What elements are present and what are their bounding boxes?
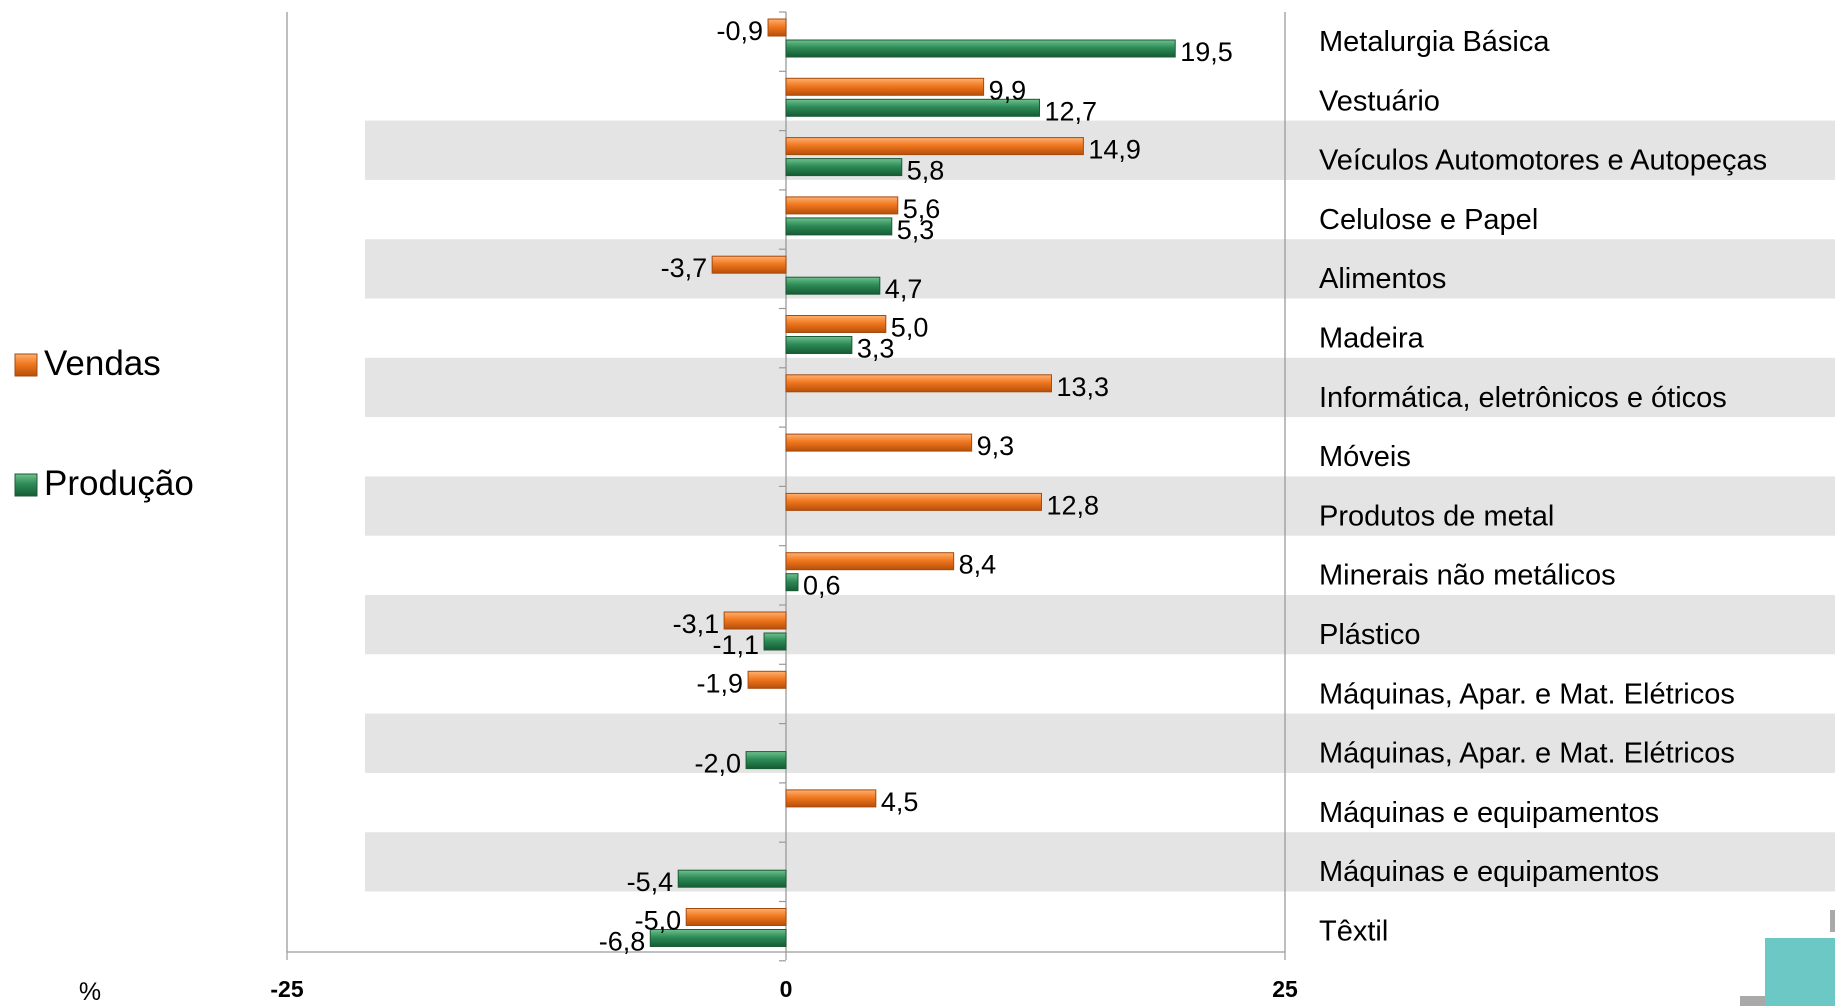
producao-bar	[785, 336, 853, 354]
category-label: Metalurgia Básica	[1319, 26, 1550, 58]
vendas-bar	[785, 789, 877, 808]
band-6	[365, 357, 1835, 418]
vendas-bar	[785, 374, 1052, 393]
data-label: 5,6	[903, 194, 941, 224]
category-label: Madeira	[1319, 323, 1425, 355]
data-label: 5,0	[891, 313, 929, 343]
data-label: 8,4	[959, 550, 997, 580]
producao-legend-label: Produção	[44, 464, 194, 503]
data-label: 12,8	[1046, 490, 1099, 520]
data-label: -3,1	[673, 609, 720, 639]
producao-bar	[785, 573, 799, 592]
vendas-bar	[747, 670, 787, 689]
x-tick-label: 0	[780, 976, 793, 1002]
producao-bar	[745, 751, 787, 770]
category-label: Produtos de metal	[1319, 500, 1554, 532]
corner-decoration	[1740, 910, 1835, 1006]
category-label: Máquinas, Apar. e Mat. Elétricos	[1319, 738, 1735, 770]
vendas-bar	[785, 552, 955, 571]
producao-bar	[763, 632, 787, 651]
producao-legend-swatch	[14, 473, 38, 497]
data-label: -1,9	[697, 668, 744, 698]
category-label: Móveis	[1319, 441, 1411, 473]
x-tick-label: 25	[1272, 976, 1298, 1002]
category-label: Celulose e Papel	[1319, 204, 1538, 236]
x-tick-label: -25	[270, 976, 303, 1002]
data-label: 4,5	[881, 787, 919, 817]
vendas-bar	[785, 492, 1042, 511]
data-label: -0,9	[717, 16, 764, 46]
band-4	[365, 239, 1835, 299]
data-label: 13,3	[1056, 372, 1109, 402]
data-label: 0,6	[803, 571, 841, 601]
producao-bar	[677, 869, 787, 888]
data-label: 12,7	[1044, 96, 1097, 126]
background-bands	[365, 120, 1835, 892]
data-label: 14,9	[1088, 135, 1141, 165]
vendas-legend-swatch	[14, 353, 38, 377]
vendas-bar	[785, 433, 973, 452]
data-label: -5,0	[635, 906, 682, 936]
data-label: 19,5	[1180, 37, 1233, 67]
producao-bar	[785, 39, 1176, 58]
data-label: 4,7	[885, 274, 923, 304]
data-label: 9,3	[977, 431, 1015, 461]
data-label: 5,3	[897, 215, 935, 245]
data-label: -3,7	[661, 253, 708, 283]
category-label: Máquinas, Apar. e Mat. Elétricos	[1319, 678, 1735, 710]
band-12	[365, 713, 1835, 773]
band-2	[365, 120, 1835, 180]
data-label: -5,4	[627, 867, 674, 897]
data-label: -2,0	[695, 749, 742, 779]
category-label: Veículos Automotores e Autopeças	[1319, 145, 1767, 177]
vendas-bar	[785, 196, 899, 215]
vendas-legend-label: Vendas	[44, 344, 161, 383]
data-label: -6,8	[599, 927, 646, 957]
vendas-bar	[723, 611, 787, 630]
band-8	[365, 476, 1835, 536]
category-label: Alimentos	[1319, 263, 1446, 295]
band-14	[365, 832, 1835, 892]
vendas-bar	[785, 137, 1084, 156]
producao-bar	[785, 217, 893, 236]
producao-bar	[785, 98, 1040, 117]
data-label: 5,8	[907, 156, 945, 186]
vendas-bar	[685, 908, 787, 926]
legend: Vendas Produção	[14, 344, 194, 503]
producao-bar	[785, 276, 881, 295]
band-10	[365, 595, 1835, 655]
data-label: -1,1	[713, 630, 760, 660]
category-label: Plástico	[1319, 619, 1421, 651]
producao-bar	[649, 929, 787, 947]
bars	[649, 18, 1176, 947]
vendas-bar	[711, 255, 787, 274]
unit-label: %	[79, 978, 101, 1006]
vendas-bar	[767, 18, 787, 37]
category-label: Máquinas e equipamentos	[1319, 856, 1659, 888]
data-label: 3,3	[857, 334, 895, 364]
category-label: Minerais não metálicos	[1319, 560, 1616, 592]
labels: Metalurgia Básica Vestuário Veículos Autom…	[599, 16, 1767, 957]
category-label: Têxtil	[1319, 916, 1388, 948]
vendas-bar	[785, 315, 887, 333]
category-label: Máquinas e equipamentos	[1319, 797, 1659, 829]
category-label: Vestuário	[1319, 85, 1440, 117]
category-label: Informática, eletrônicos e óticos	[1319, 382, 1727, 414]
vendas-bar	[785, 77, 985, 96]
data-label: 9,9	[989, 75, 1027, 105]
producao-bar	[785, 158, 903, 177]
axes: -25 0 25%	[79, 11, 1298, 1006]
